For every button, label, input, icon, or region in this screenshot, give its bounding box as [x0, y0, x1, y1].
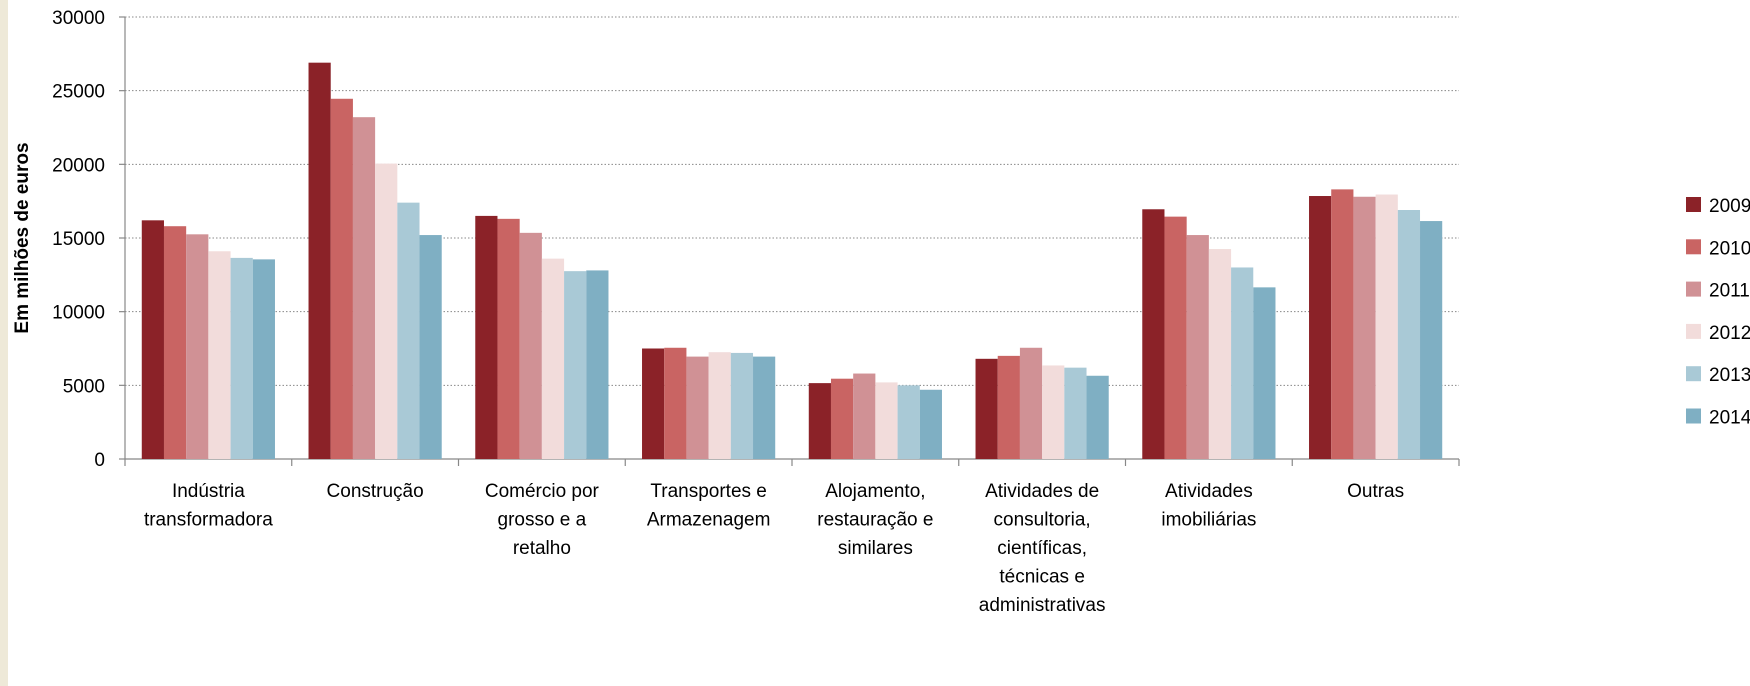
bar [352, 117, 376, 459]
bar [1420, 221, 1443, 459]
bar [830, 378, 854, 459]
x-tick-label: Indústria transformadora [144, 481, 273, 531]
x-tick-label: Transportes e Armazenagem [647, 481, 771, 531]
bar [208, 251, 231, 459]
bar [252, 259, 275, 459]
y-tick-label: 20000 [52, 155, 105, 176]
bar [853, 373, 876, 459]
bar [1309, 196, 1332, 459]
y-tick-label: 5000 [63, 376, 105, 397]
legend-swatch [1686, 408, 1701, 424]
bar [1253, 287, 1276, 459]
y-tick-label: 25000 [52, 82, 105, 103]
bar [1042, 365, 1065, 459]
bar [141, 220, 164, 459]
legend-swatch [1686, 366, 1701, 382]
bar [997, 355, 1020, 459]
bar [664, 347, 687, 459]
bar [1208, 249, 1232, 459]
legend-label: 2009 [1709, 196, 1750, 217]
bar [186, 234, 209, 459]
legend-label: 2010 [1709, 238, 1750, 259]
bar [1397, 210, 1421, 459]
bar [897, 385, 920, 459]
bar [397, 202, 420, 459]
y-tick-label: 0 [94, 450, 105, 471]
bar [230, 257, 253, 459]
bar [808, 383, 831, 459]
legend-label: 2014 [1709, 408, 1750, 429]
x-tick-label: Comércio por grosso e a retalho [485, 481, 600, 559]
bar [642, 348, 665, 459]
legend-swatch [1686, 197, 1701, 212]
bar [586, 270, 609, 459]
bar [1142, 209, 1165, 459]
y-tick-label: 30000 [52, 8, 105, 29]
bar [875, 382, 898, 459]
bar [1331, 189, 1354, 459]
bar [541, 258, 565, 459]
bar [519, 232, 542, 459]
bar [375, 163, 398, 459]
legend-swatch [1686, 281, 1701, 297]
y-tick-label: 15000 [52, 229, 105, 250]
bar [730, 352, 754, 459]
bar [564, 271, 587, 459]
x-tick-label: Atividades imobiliárias [1161, 481, 1256, 531]
bar [753, 356, 776, 459]
bar [708, 352, 731, 459]
x-tick-label: Atividades de consultoria, científicas, téc… [979, 481, 1106, 616]
bar [919, 389, 942, 459]
bar [1086, 375, 1109, 459]
bar [1375, 194, 1398, 459]
bar [308, 62, 331, 459]
bar [1164, 216, 1187, 459]
bar [1064, 367, 1087, 459]
bar [975, 358, 998, 459]
bar [1186, 235, 1209, 459]
y-axis-label: Em milhões de euros [12, 142, 33, 333]
bar [1019, 347, 1043, 459]
legend-label: 2012 [1709, 323, 1750, 344]
bar [330, 98, 353, 460]
side-strip [0, 0, 8, 686]
bar [1353, 196, 1376, 459]
x-tick-label: Outras [1347, 481, 1404, 502]
legend-label: 2011 [1709, 281, 1750, 302]
legend-label: 2013 [1709, 365, 1750, 386]
x-tick-label: Construção [327, 481, 424, 502]
legend-swatch [1686, 239, 1701, 255]
bar [419, 235, 442, 459]
bar [686, 356, 709, 459]
bar [163, 226, 187, 459]
x-tick-label: Alojamento, restauração e similares [817, 481, 933, 559]
legend-swatch [1686, 323, 1701, 339]
bar [1231, 267, 1254, 459]
bar [475, 215, 498, 459]
y-tick-label: 10000 [52, 303, 105, 324]
bar [497, 218, 520, 459]
